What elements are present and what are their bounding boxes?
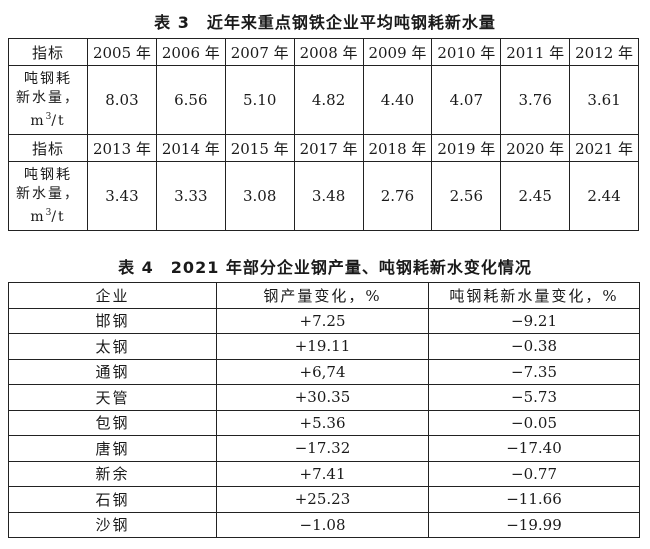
header-cell: 指标 [8, 38, 88, 66]
column-header: 企业 [8, 282, 217, 309]
company-cell: 邯钢 [8, 307, 217, 334]
table-row: 通钢 +6,74 −7.35 [8, 358, 640, 385]
year-cell: 2011 年 [500, 38, 571, 66]
value-cell: 3.33 [155, 161, 226, 231]
steel-change-cell: −17.32 [216, 435, 429, 462]
header-cell: 指标 [8, 134, 88, 162]
steel-change-cell: +25.23 [216, 486, 429, 513]
water-change-cell: −0.38 [428, 333, 640, 360]
table-header-row: 企业 钢产量变化，% 吨钢耗新水量变化，% [8, 282, 640, 309]
row-label-line: 吨钢耗 [24, 70, 72, 87]
company-cell: 石钢 [8, 486, 217, 513]
table-row: 太钢 +19.11 −0.38 [8, 333, 640, 360]
table-row: 天管 +30.35 −5.73 [8, 384, 640, 411]
year-cell: 2019 年 [431, 134, 502, 162]
water-change-cell: −0.77 [428, 460, 640, 487]
company-cell: 太钢 [8, 333, 217, 360]
unit-m: m [30, 112, 46, 129]
steel-change-cell: +30.35 [216, 384, 429, 411]
value-cell: 2.45 [500, 161, 571, 231]
year-cell: 2015 年 [224, 134, 295, 162]
steel-change-cell: +7.25 [216, 307, 429, 334]
company-cell: 包钢 [8, 409, 217, 436]
water-consumption-table: 指标 2005 年 2006 年 2007 年 2008 年 2009 年 20… [8, 38, 639, 231]
table4-caption: 表 4 2021 年部分企业钢产量、吨钢耗新水变化情况 [118, 258, 532, 277]
table-row: 指标 2005 年 2006 年 2007 年 2008 年 2009 年 20… [8, 38, 639, 66]
water-change-cell: −19.99 [428, 511, 640, 538]
table-row: 唐钢 −17.32 −17.40 [8, 435, 640, 462]
unit-superscript: 3 [45, 111, 52, 122]
year-cell: 2020 年 [500, 134, 571, 162]
table-row: 指标 2013 年 2014 年 2015 年 2017 年 2018 年 20… [8, 134, 639, 162]
value-cell: 3.76 [500, 65, 571, 135]
value-cell: 4.82 [293, 65, 364, 135]
table-row: 吨钢耗 新水量， m3/t 3.43 3.33 3.08 3.48 2.76 2… [8, 161, 639, 231]
value-cell: 4.07 [431, 65, 502, 135]
company-change-table: 企业 钢产量变化，% 吨钢耗新水量变化，% 邯钢 +7.25 −9.21 太钢 … [8, 282, 640, 538]
row-label-unit: m3/t [9, 108, 87, 131]
year-cell: 2021 年 [569, 134, 639, 162]
value-cell: 2.44 [569, 161, 639, 231]
company-cell: 天管 [8, 384, 217, 411]
value-cell: 3.08 [224, 161, 295, 231]
year-cell: 2013 年 [87, 134, 157, 162]
year-cell: 2005 年 [87, 38, 157, 66]
water-change-cell: −11.66 [428, 486, 640, 513]
value-cell: 3.61 [569, 65, 639, 135]
row-label-line: 吨钢耗 [24, 166, 72, 183]
row-label-line: 新水量， [16, 185, 80, 202]
value-cell: 4.40 [362, 65, 433, 135]
company-cell: 通钢 [8, 358, 217, 385]
unit-rest: /t [51, 208, 66, 225]
value-cell: 2.56 [431, 161, 502, 231]
year-cell: 2010 年 [431, 38, 502, 66]
value-cell: 6.56 [155, 65, 226, 135]
table3-caption: 表 3 近年来重点钢铁企业平均吨钢耗新水量 [154, 13, 496, 32]
water-change-cell: −17.40 [428, 435, 640, 462]
value-cell: 3.43 [87, 161, 157, 231]
steel-change-cell: +19.11 [216, 333, 429, 360]
year-cell: 2009 年 [362, 38, 433, 66]
water-change-cell: −7.35 [428, 358, 640, 385]
company-cell: 沙钢 [8, 511, 217, 538]
year-cell: 2018 年 [362, 134, 433, 162]
year-cell: 2012 年 [569, 38, 639, 66]
unit-superscript: 3 [45, 207, 52, 218]
year-cell: 2006 年 [155, 38, 226, 66]
table-row: 包钢 +5.36 −0.05 [8, 409, 640, 436]
value-cell: 8.03 [87, 65, 157, 135]
year-cell: 2007 年 [224, 38, 295, 66]
company-cell: 唐钢 [8, 435, 217, 462]
row-label-cell: 吨钢耗 新水量， m3/t [8, 65, 88, 135]
row-label-line: 新水量， [16, 89, 80, 106]
column-header: 吨钢耗新水量变化，% [428, 282, 640, 309]
steel-change-cell: +5.36 [216, 409, 429, 436]
value-cell: 2.76 [362, 161, 433, 231]
value-cell: 3.48 [293, 161, 364, 231]
company-cell: 新余 [8, 460, 217, 487]
year-cell: 2008 年 [293, 38, 364, 66]
unit-m: m [30, 208, 46, 225]
water-change-cell: −0.05 [428, 409, 640, 436]
steel-change-cell: −1.08 [216, 511, 429, 538]
steel-change-cell: +6,74 [216, 358, 429, 385]
year-cell: 2014 年 [155, 134, 226, 162]
water-change-cell: −9.21 [428, 307, 640, 334]
table-row: 石钢 +25.23 −11.66 [8, 486, 640, 513]
steel-change-cell: +7.41 [216, 460, 429, 487]
water-change-cell: −5.73 [428, 384, 640, 411]
table-row: 邯钢 +7.25 −9.21 [8, 307, 640, 334]
table-row: 吨钢耗 新水量， m3/t 8.03 6.56 5.10 4.82 4.40 4… [8, 65, 639, 135]
column-header: 钢产量变化，% [216, 282, 429, 309]
table-row: 沙钢 −1.08 −19.99 [8, 511, 640, 538]
unit-rest: /t [51, 112, 66, 129]
value-cell: 5.10 [224, 65, 295, 135]
row-label-cell: 吨钢耗 新水量， m3/t [8, 161, 88, 231]
year-cell: 2017 年 [293, 134, 364, 162]
table-row: 新余 +7.41 −0.77 [8, 460, 640, 487]
row-label-unit: m3/t [9, 204, 87, 227]
